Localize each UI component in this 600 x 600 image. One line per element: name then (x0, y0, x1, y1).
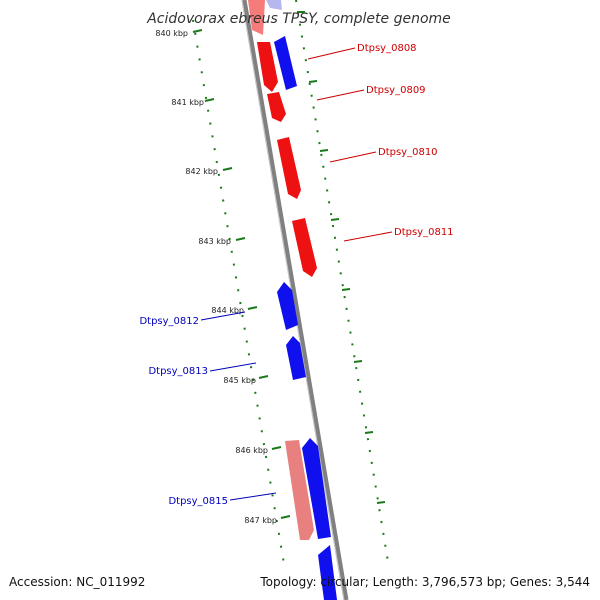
gene-dtpsy-0815[interactable] (285, 440, 314, 540)
gene-dtpsy-0813[interactable] (286, 336, 306, 380)
tick-mark (271, 446, 282, 450)
gene-dtpsy-0808-reverse[interactable] (274, 36, 297, 90)
gene-label-dtpsy-0809[interactable]: Dtpsy_0809 (366, 85, 426, 96)
tick-mark (204, 98, 215, 102)
gene-label-dtpsy-0811[interactable]: Dtpsy_0811 (394, 227, 454, 238)
tick-label-841: 841 kbp (171, 98, 204, 107)
map-title: Acidovorax ebreus TPSY, complete genome (146, 11, 451, 27)
gene-offscreen-bottom-reverse[interactable] (318, 545, 337, 600)
tick-mark (258, 375, 269, 379)
gene-dtpsy-0811[interactable] (292, 218, 317, 277)
tick-label-844: 844 kbp (211, 306, 244, 315)
tick-label-843: 843 kbp (198, 237, 231, 246)
gene-label-dtpsy-0815[interactable]: Dtpsy_0815 (168, 496, 228, 507)
tick-mark (247, 306, 258, 310)
tick-label-846: 846 kbp (235, 446, 268, 455)
gene-label-dtpsy-0808[interactable]: Dtpsy_0808 (357, 43, 417, 54)
inner-dotted-ring (192, 19, 286, 571)
scale-ticks: 840 kbp 841 kbp 842 kbp 843 kbp 844 kbp … (155, 29, 291, 525)
leader-line-0809 (316, 89, 365, 101)
tick-mark (235, 237, 246, 241)
accession-text: Accession: NC_011992 (9, 575, 145, 589)
gene-offscreen-top-forward[interactable] (248, 0, 265, 35)
gene-dtpsy-0808-forward[interactable] (257, 42, 278, 92)
tick-mark (222, 167, 233, 171)
tick-label-842: 842 kbp (185, 167, 218, 176)
leader-line-0811 (343, 231, 393, 242)
tick-label-840: 840 kbp (155, 29, 188, 38)
backbone-line (241, 0, 349, 600)
leader-line-0808 (307, 47, 356, 60)
gene-dtpsy-0810[interactable] (277, 137, 301, 199)
leader-line-0812 (200, 311, 246, 321)
tick-label-845: 845 kbp (223, 376, 256, 385)
tick-mark (192, 29, 203, 33)
outer-ring-ticks (297, 11, 386, 504)
gene-label-dtpsy-0812[interactable]: Dtpsy_0812 (139, 316, 199, 327)
gene-offscreen-top-reverse[interactable] (266, 0, 282, 10)
tick-label-847: 847 kbp (244, 516, 277, 525)
leader-line-0810 (329, 151, 377, 163)
leader-line-0813 (209, 362, 257, 372)
gene-dtpsy-0809[interactable] (267, 92, 286, 122)
gene-label-dtpsy-0813[interactable]: Dtpsy_0813 (148, 366, 208, 377)
gene-label-dtpsy-0810[interactable]: Dtpsy_0810 (378, 147, 438, 158)
gene-dtpsy-0812[interactable] (277, 282, 298, 330)
genome-summary-text: Topology: circular; Length: 3,796,573 bp… (259, 575, 590, 589)
gene-long-reverse[interactable] (302, 438, 331, 539)
tick-mark (280, 515, 291, 519)
leader-line-0815 (229, 492, 277, 501)
